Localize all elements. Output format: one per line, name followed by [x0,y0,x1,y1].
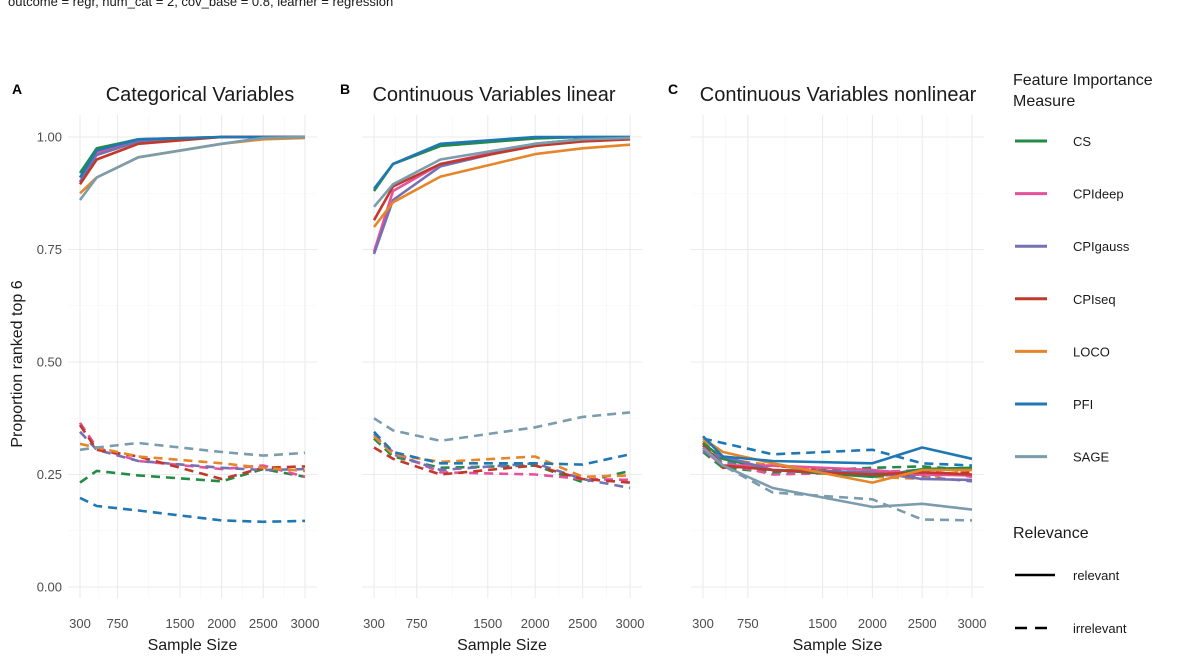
x-tick-label: 1500 [473,616,502,631]
panel-c: 300 750 1500 2000 2500 3000 Sample Size C Contin… [668,81,986,654]
y-tick-label: 0.00 [37,580,62,595]
series-line-sage-relevant [373,136,631,208]
legend-label-cs: CS [1073,134,1091,149]
x-tick-label: 2500 [249,616,278,631]
x-tick-label: 300 [363,616,385,631]
legend: Feature Importance Measure CS CPIdeep CPIgau… [1013,72,1153,636]
panel-title: Categorical Variables [106,84,295,106]
legend-label-irrelevant: irrelevant [1073,621,1127,636]
x-axis-title: Sample Size [457,637,547,654]
x-tick-label: 2000 [207,616,236,631]
legend-label-loco: LOCO [1073,344,1110,359]
series-line-pfi-relevant [78,135,305,179]
x-tick-label: 750 [107,616,129,631]
series-line-pfi-irrelevant [373,430,631,466]
y-tick-label: 0.50 [37,355,62,370]
series-line-pfi-relevant [372,135,630,190]
x-tick-label: 2000 [858,616,887,631]
legend-label-cpiseq: CPIseq [1073,292,1116,307]
series-line-loco-irrelevant [373,435,631,479]
series-line-cpiseq-relevant [372,138,631,221]
x-tick-label: 2500 [568,616,597,631]
legend-label-cpigauss: CPIgauss [1073,239,1130,254]
y-tick-label: 1.00 [37,130,62,145]
y-tick-label: 0.75 [37,242,62,257]
x-tick-label: 1500 [166,616,195,631]
x-axis-title: Sample Size [148,637,238,654]
legend-title-line-1: Feature Importance [1013,72,1153,89]
series-line-cpigauss-irrelevant [79,430,306,472]
series-line-sage-relevant [702,446,973,511]
x-tick-label: 750 [406,616,428,631]
x-tick-label: 750 [737,616,759,631]
series-line-pfi-irrelevant [79,496,306,524]
series-line-sage-relevant [78,135,306,201]
series-line-loco-relevant [372,143,631,228]
panel-b: 300 750 1500 2000 2500 3000 Sample Size B Contin… [340,81,644,654]
legend-label-pfi: PFI [1073,397,1093,412]
legend-relevance-title: Relevance [1013,525,1089,542]
figure-subtitle: outcome = regr, num_cat = 2, cov_base = … [8,0,393,9]
series-line-pfi-irrelevant [702,437,973,467]
series-line-cpiseq-irrelevant [373,446,631,484]
y-tick-label: 0.25 [37,467,62,482]
panel-tag: B [340,81,350,97]
y-axis-title: Proportion ranked top 6 [9,280,26,447]
x-tick-label: 2000 [521,616,550,631]
x-tick-label: 3000 [291,616,320,631]
panel-title: Continuous Variables linear [372,84,615,106]
chart-panels: 300 750 1500 2000 2500 3000 0.00 0.25 0.50 0.75 1.… [12,81,986,654]
x-tick-label: 3000 [958,616,987,631]
series-line-sage-irrelevant [373,411,631,443]
x-tick-label: 300 [69,616,91,631]
legend-title-line-2: Measure [1013,93,1075,110]
panel-a: 300 750 1500 2000 2500 3000 0.00 0.25 0.50 0.75 1.… [12,81,319,654]
series-line-cs-relevant [78,135,305,174]
legend-label-relevant: relevant [1073,568,1120,583]
x-tick-label: 1500 [808,616,837,631]
panel-title: Continuous Variables nonlinear [700,84,977,106]
series-line-pfi-relevant [702,435,973,465]
series-line-loco-relevant [702,437,972,484]
legend-label-sage: SAGE [1073,450,1109,465]
panel-tag: C [668,81,678,97]
series-line-cs-relevant [372,135,630,192]
x-tick-label: 3000 [616,616,645,631]
x-tick-label: 300 [692,616,714,631]
legend-label-cpideep: CPIdeep [1073,187,1124,202]
x-axis-title: Sample Size [793,637,883,654]
x-tick-label: 2500 [908,616,937,631]
panel-tag: A [12,81,22,97]
